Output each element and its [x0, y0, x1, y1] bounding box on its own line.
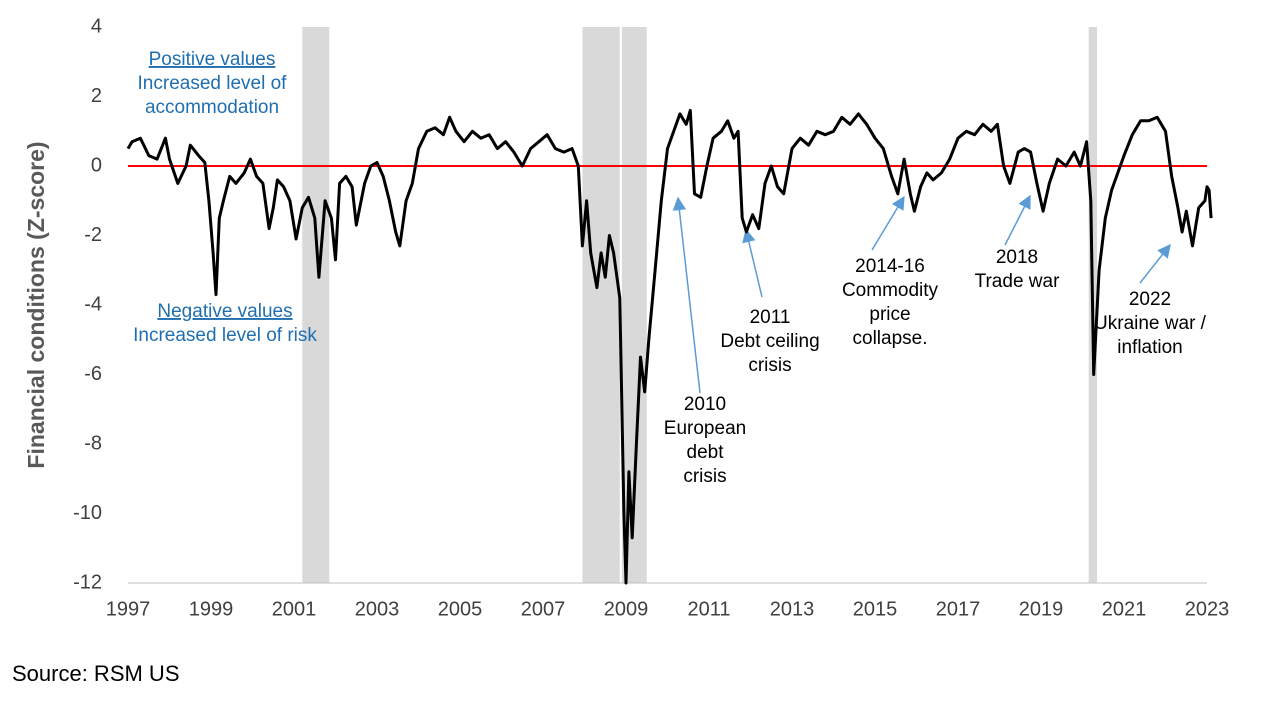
source: Source: RSM US	[12, 661, 180, 686]
arrow	[1004, 194, 1031, 246]
arrow	[742, 228, 763, 298]
recession-band	[582, 27, 620, 583]
x-tick-label: 2001	[272, 598, 317, 620]
y-tick-label: -10	[73, 502, 102, 524]
x-tick-label: 1997	[106, 598, 151, 620]
y-tick-label: 4	[91, 15, 102, 37]
y-tick-label: -12	[73, 571, 102, 593]
note-text: Positive values	[149, 49, 276, 70]
annotation: Trade war	[975, 271, 1060, 292]
annotation: 2014-16	[855, 256, 925, 277]
y-tick-label: -8	[84, 432, 102, 454]
x-tick-label: 2003	[355, 598, 400, 620]
note-text: accommodation	[145, 97, 279, 118]
annotation: 2018	[996, 247, 1038, 268]
y-axis-label: Financial conditions (Z-score)	[23, 141, 49, 468]
x-tick-label: 2021	[1102, 598, 1147, 620]
note-text: Increased level of	[138, 73, 288, 94]
y-tick-label: 0	[91, 154, 102, 176]
y-tick-label: -4	[84, 293, 102, 315]
annotation: price	[869, 304, 910, 325]
annotation: European	[664, 418, 746, 439]
annotation: crisis	[683, 466, 726, 487]
recession-band	[302, 27, 330, 583]
arrow	[672, 196, 701, 394]
annotation: inflation	[1117, 337, 1183, 358]
x-tick-label: 2011	[687, 598, 730, 620]
arrows	[672, 194, 1171, 394]
arrow	[871, 195, 905, 251]
annotation: 2011	[750, 307, 791, 328]
x-tick-label: 2005	[438, 598, 483, 620]
note-text: Negative values	[157, 301, 292, 322]
annotation: 2010	[684, 394, 726, 415]
arrow	[1139, 243, 1171, 284]
x-tick-label: 2013	[770, 598, 815, 620]
x-tick-label: 2015	[853, 598, 898, 620]
y-tick-label: 2	[91, 85, 102, 107]
annotation: debt	[687, 442, 725, 463]
annotation: crisis	[748, 355, 791, 376]
annotation: collapse.	[853, 328, 928, 349]
line	[126, 108, 1213, 585]
x-tick-label: 2023	[1185, 598, 1230, 620]
x-tick-label: 2007	[521, 598, 566, 620]
annotation: Ukraine war /	[1094, 313, 1207, 334]
note-text: Increased level of risk	[133, 325, 317, 346]
x-tick-label: 2009	[604, 598, 649, 620]
annotation: 2022	[1129, 289, 1171, 310]
x-tick-label: 2019	[1019, 598, 1064, 620]
annotation: Debt ceiling	[720, 331, 819, 352]
annotation: Commodity	[842, 280, 939, 301]
y-tick-label: -2	[84, 224, 102, 246]
y-tick-label: -6	[84, 363, 102, 385]
x-tick-label: 1999	[189, 598, 234, 620]
x-tick-label: 2017	[936, 598, 981, 620]
